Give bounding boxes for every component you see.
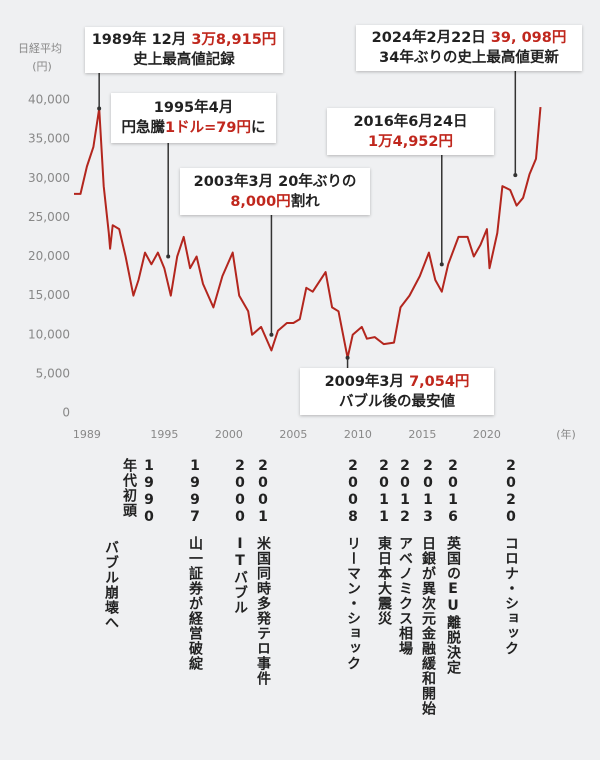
annotation-text: 円急騰	[121, 120, 166, 136]
x-tick-label: 1989	[73, 428, 101, 441]
event-year: 2012	[397, 458, 413, 526]
annotation-text: 3万8,915円	[191, 32, 277, 48]
annotation-text: 39, 098円	[490, 30, 567, 46]
event-label: アベノミクス相場	[397, 536, 413, 656]
annotation-text: 2016年6月24日	[353, 113, 468, 130]
annotation-line: 34年ぶりの史上最高値更新	[356, 48, 582, 68]
x-tick-label: 2010	[344, 428, 372, 441]
annotation-text: バブル後の最安値	[339, 393, 455, 410]
annotation-line: 2016年6月24日	[327, 112, 494, 132]
event-year: 2001	[255, 458, 271, 526]
event-label: 米国同時多発テロ事件	[255, 536, 271, 686]
annotation-line: 1989年 12月 3万8,915円	[85, 30, 283, 50]
y-tick-label: 10,000	[28, 327, 70, 341]
event-label: ITバブル	[232, 536, 248, 615]
annotation-box: 2003年3月 20年ぶりの 8,000円割れ	[180, 168, 370, 215]
annotation-line: 史上最高値記録	[85, 50, 283, 70]
anchor-point	[97, 106, 102, 111]
y-tick-label: 5,000	[36, 366, 70, 380]
annotation-text: 2003年3月 20年ぶりの	[193, 173, 357, 190]
event-year: 2008	[345, 458, 361, 526]
annotation-line: 2003年3月 20年ぶりの	[180, 172, 370, 192]
annotation-text: 1万4,952円	[368, 133, 453, 150]
annotation-box: 1989年 12月 3万8,915円史上最高値記録	[85, 27, 283, 73]
event-label: バブル崩壊へ	[103, 540, 119, 630]
x-tick-label: 2015	[408, 428, 436, 441]
annotation-text: 2024年2月22日	[371, 30, 491, 46]
annotation-line: 8,000円割れ	[180, 192, 370, 212]
annotation-line: 1万4,952円	[327, 132, 494, 152]
event-year: 1997	[187, 458, 203, 526]
annotation-line: バブル後の最安値	[300, 392, 494, 412]
annotation-box: 2024年2月22日 39, 098円 34年ぶりの史上最高値更新	[356, 25, 582, 71]
event-label: 英国のEU離脱決定	[445, 536, 461, 675]
event-label: 東日本大震災	[376, 536, 392, 626]
annotation-box: 1995年4月円急騰1ドル=79円に	[111, 93, 276, 143]
data-line	[74, 107, 542, 359]
annotation-text: 8,000円	[230, 193, 291, 210]
event-year: 2016	[445, 458, 461, 526]
event-label: コロナ・ショック	[503, 536, 519, 656]
event-year: 2011	[376, 458, 392, 526]
y-tick-label: 20,000	[28, 249, 70, 263]
y-tick-label: 35,000	[28, 132, 70, 146]
y-tick-label: 30,000	[28, 171, 70, 185]
x-tick-label: 2020	[473, 428, 501, 441]
event-year: 2013	[420, 458, 436, 526]
x-tick-label: 1995	[150, 428, 178, 441]
event-label: 山一証券が経営破綻	[187, 536, 203, 671]
event-year: 1990年代初頭	[121, 458, 157, 526]
annotation-text: 割れ	[290, 193, 320, 210]
annotation-text: 2009年3月	[324, 373, 410, 390]
x-tick-label: 2000	[215, 428, 243, 441]
anchor-point	[269, 332, 274, 337]
annotation-text: に	[250, 120, 266, 136]
annotation-text: 史上最高値記録	[133, 52, 235, 68]
event-year: 2020	[503, 458, 519, 526]
event-label: リーマン・ショック	[345, 536, 361, 671]
annotation-text: 1ドル=79円	[165, 120, 251, 136]
annotation-box: 2016年6月24日 1万4,952円	[327, 108, 494, 155]
annotation-text: 7,054円	[409, 373, 470, 390]
annotation-text: 34年ぶりの史上最高値更新	[379, 50, 559, 66]
y-tick-label: 40,000	[28, 93, 70, 107]
annotation-line: 2024年2月22日 39, 098円	[356, 28, 582, 48]
y-unit: (円)	[32, 60, 52, 73]
event-label: 日銀が異次元金融緩和開始	[420, 536, 436, 716]
event-year: 2000	[232, 458, 248, 526]
annotation-line: 2009年3月 7,054円	[300, 372, 494, 392]
anchor-point	[166, 254, 171, 259]
anchor-point	[439, 262, 444, 267]
x-unit: (年)	[556, 427, 576, 441]
y-label: 日経平均	[18, 42, 62, 55]
annotation-text: 1995年4月	[153, 100, 234, 116]
annotation-line: 1995年4月	[111, 98, 276, 118]
anchor-point	[513, 173, 518, 178]
x-tick-label: 2005	[279, 428, 307, 441]
y-tick-label: 0	[62, 406, 70, 420]
y-tick-label: 15,000	[28, 288, 70, 302]
annotation-text: 1989年 12月	[91, 32, 192, 48]
annotation-line: 円急騰1ドル=79円に	[111, 118, 276, 138]
annotation-box: 2009年3月 7,054円 バブル後の最安値	[300, 368, 494, 415]
y-tick-label: 25,000	[28, 210, 70, 224]
anchor-point	[345, 355, 350, 360]
